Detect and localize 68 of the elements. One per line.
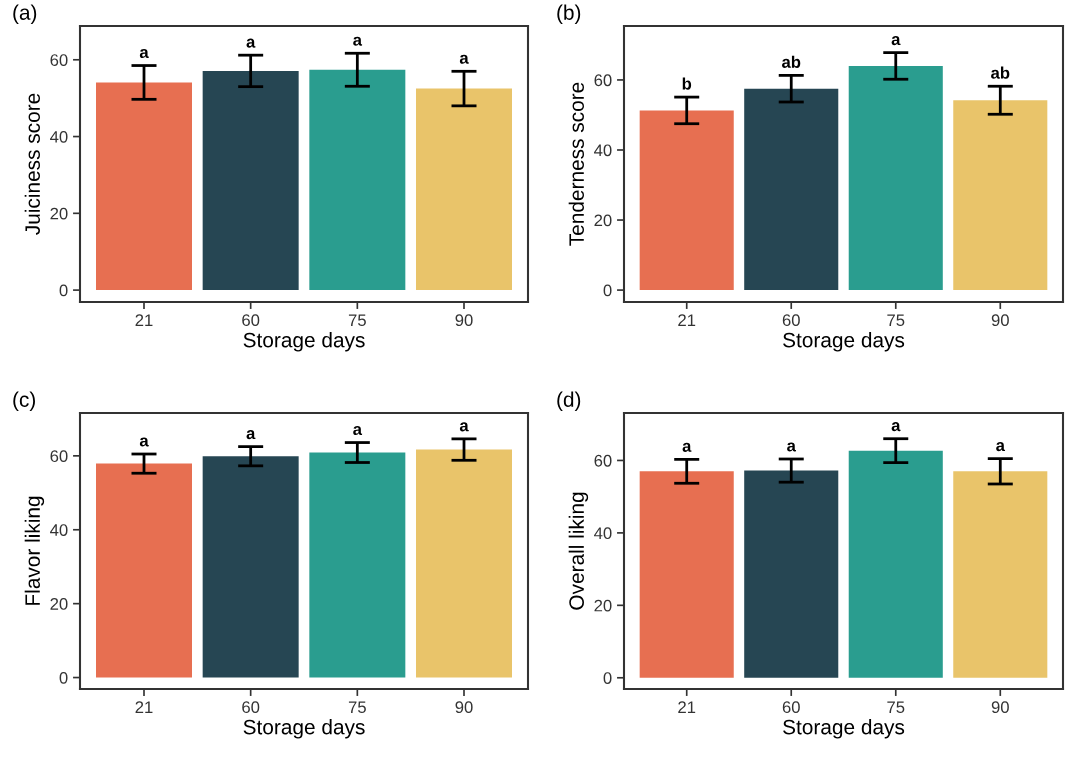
bar bbox=[202, 456, 299, 678]
bar bbox=[416, 449, 512, 678]
bar bbox=[309, 452, 406, 678]
bar bbox=[96, 463, 192, 678]
y-axis-title: Juiciness score bbox=[24, 93, 40, 235]
x-tick-label: 21 bbox=[135, 701, 153, 713]
bar bbox=[953, 100, 1048, 291]
chart-title: (b) bbox=[557, 4, 581, 24]
annotation: b bbox=[682, 77, 692, 90]
annotation: a bbox=[139, 48, 149, 59]
x-tick-label: 60 bbox=[782, 701, 800, 714]
annotation: ab bbox=[991, 66, 1010, 79]
annotation: ab bbox=[782, 55, 801, 68]
annotation: a bbox=[353, 36, 363, 46]
y-tick-label: 40 bbox=[50, 130, 68, 143]
x-tick-label: 75 bbox=[887, 314, 905, 327]
x-tick-label: 21 bbox=[135, 314, 153, 326]
y-tick-label: 0 bbox=[59, 671, 68, 684]
y-tick-label: 0 bbox=[603, 284, 612, 297]
chart-title: (c) bbox=[13, 391, 35, 411]
y-tick-label: 60 bbox=[50, 54, 68, 66]
y-tick-label: 60 bbox=[50, 450, 68, 463]
y-axis-title: Tenderness score bbox=[568, 82, 584, 246]
x-tick-label: 90 bbox=[991, 314, 1009, 327]
annotation: a bbox=[891, 422, 901, 432]
annotation: a bbox=[353, 425, 363, 436]
x-tick-label: 21 bbox=[678, 701, 696, 713]
y-tick-label: 20 bbox=[50, 598, 68, 610]
x-tick-label: 90 bbox=[455, 701, 473, 714]
x-axis-title: Storage days bbox=[783, 719, 905, 739]
x-tick-label: 90 bbox=[455, 314, 473, 327]
x-axis-title: Storage days bbox=[243, 719, 365, 739]
y-tick-label: 0 bbox=[603, 672, 612, 684]
annotation: a bbox=[787, 442, 796, 452]
y-axis-title: Overall liking bbox=[568, 492, 589, 610]
y-tick-label: 40 bbox=[594, 144, 612, 157]
y-tick-label: 40 bbox=[594, 527, 612, 540]
x-tick-label: 60 bbox=[782, 314, 800, 327]
x-tick-label: 75 bbox=[887, 701, 905, 714]
annotation: a bbox=[996, 442, 1006, 452]
bar bbox=[639, 110, 734, 291]
x-axis-title: Storage days bbox=[783, 332, 905, 352]
y-tick-label: 0 bbox=[59, 284, 68, 297]
y-tick-label: 20 bbox=[594, 599, 612, 612]
annotation: a bbox=[459, 54, 469, 64]
x-tick-label: 75 bbox=[348, 314, 366, 327]
y-tick-label: 20 bbox=[50, 207, 68, 220]
x-axis-title: Storage days bbox=[243, 332, 365, 352]
annotation: a bbox=[891, 36, 901, 46]
x-tick-label: 21 bbox=[678, 314, 696, 326]
y-axis-title: Flavor liking bbox=[24, 496, 45, 605]
bar bbox=[848, 65, 943, 291]
annotation: a bbox=[246, 38, 256, 48]
y-tick-label: 40 bbox=[50, 524, 68, 536]
annotation: a bbox=[682, 442, 692, 452]
annotation: a bbox=[139, 437, 149, 447]
x-tick-label: 75 bbox=[348, 701, 366, 714]
chart-title: (a) bbox=[13, 4, 37, 24]
annotation: a bbox=[246, 430, 256, 440]
y-tick-label: 20 bbox=[594, 214, 612, 227]
x-tick-label: 60 bbox=[242, 314, 260, 327]
bar bbox=[744, 88, 839, 291]
x-tick-label: 60 bbox=[242, 701, 260, 714]
y-tick-label: 60 bbox=[594, 74, 612, 87]
x-tick-label: 90 bbox=[991, 701, 1009, 714]
annotation: a bbox=[459, 422, 469, 432]
chart-title: (d) bbox=[557, 391, 581, 411]
y-tick-label: 60 bbox=[594, 454, 612, 467]
